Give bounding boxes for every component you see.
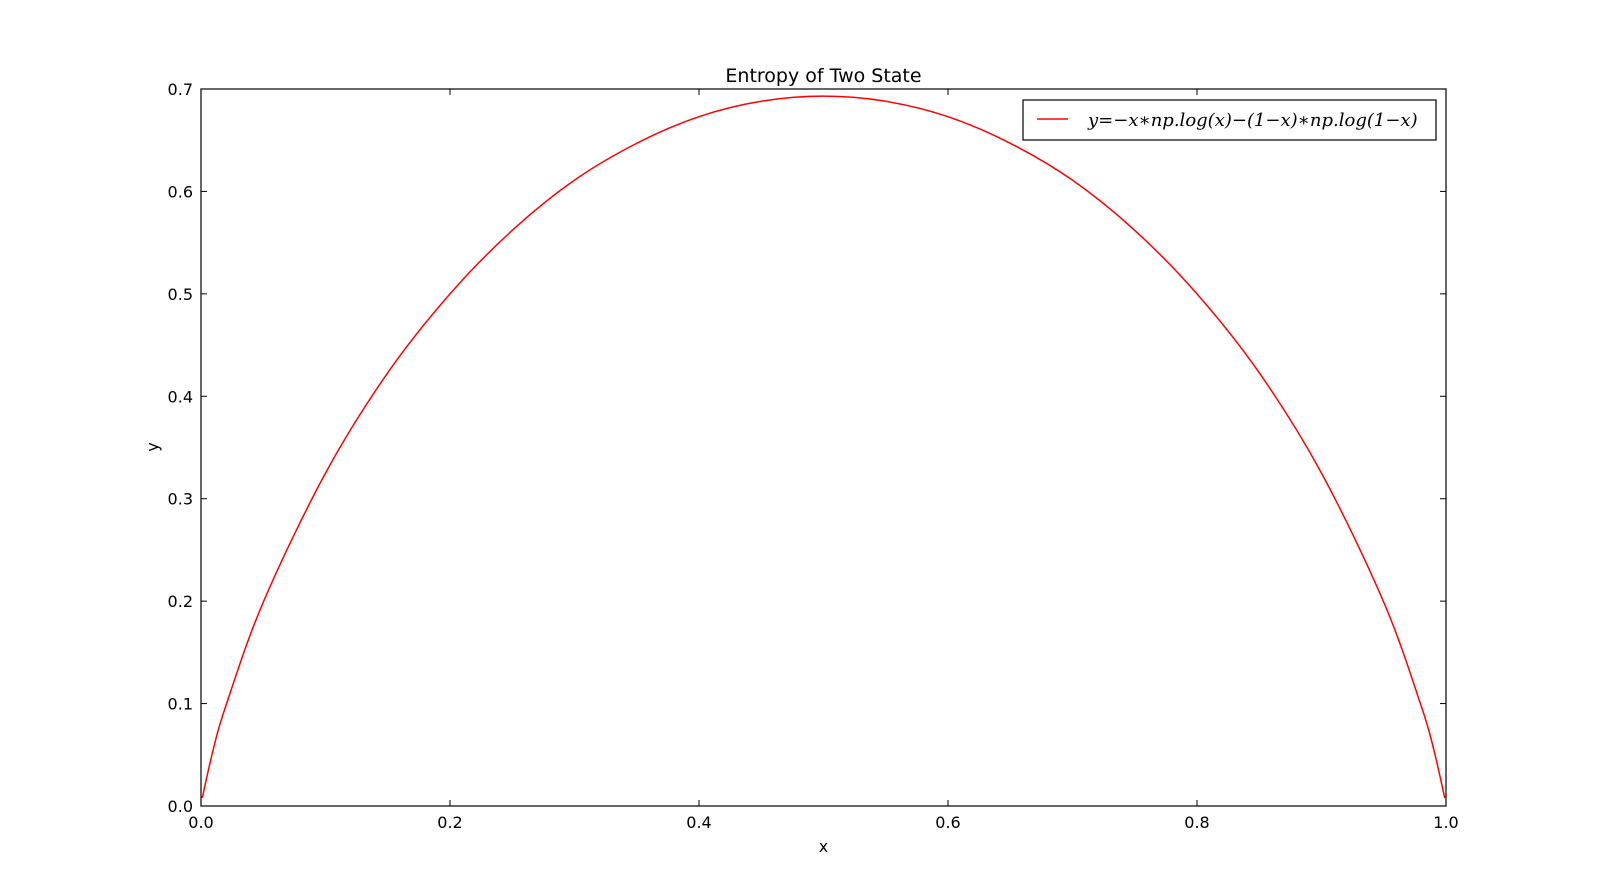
- x-axis-ticks: 0.0 0.2 0.4 0.6 0.8 1.0: [188, 89, 1459, 832]
- y-axis-label: y: [143, 442, 162, 451]
- x-tick-label: 0.2: [437, 813, 462, 832]
- x-tick-label: 0.8: [1184, 813, 1209, 832]
- y-tick-label: 0.3: [168, 490, 193, 509]
- plot-frame: [200, 88, 1447, 807]
- x-tick-label: 0.4: [686, 813, 711, 832]
- x-tick-label: 0.6: [935, 813, 960, 832]
- y-tick-label: 0.2: [168, 592, 193, 611]
- legend: y=−x∗np.log(x)−(1−x)∗np.log(1−x): [1022, 99, 1437, 141]
- y-tick-label: 0.4: [168, 387, 193, 406]
- legend-entry-label: y=−x∗np.log(x)−(1−x)∗np.log(1−x): [1087, 110, 1418, 131]
- legend-box: [1022, 99, 1437, 141]
- chart-title: Entropy of Two State: [725, 65, 921, 87]
- y-tick-label: 0.7: [168, 80, 193, 99]
- x-axis-label: x: [819, 837, 828, 856]
- y-tick-label: 0.0: [168, 797, 193, 816]
- x-tick-label: 0.0: [188, 813, 213, 832]
- y-tick-label: 0.1: [168, 695, 193, 714]
- plot-area-background: [201, 89, 1446, 806]
- y-tick-label: 0.6: [168, 182, 193, 201]
- series-line-entropy: [201, 95, 1446, 799]
- x-tick-label: 1.0: [1433, 813, 1458, 832]
- y-tick-label: 0.5: [168, 285, 193, 304]
